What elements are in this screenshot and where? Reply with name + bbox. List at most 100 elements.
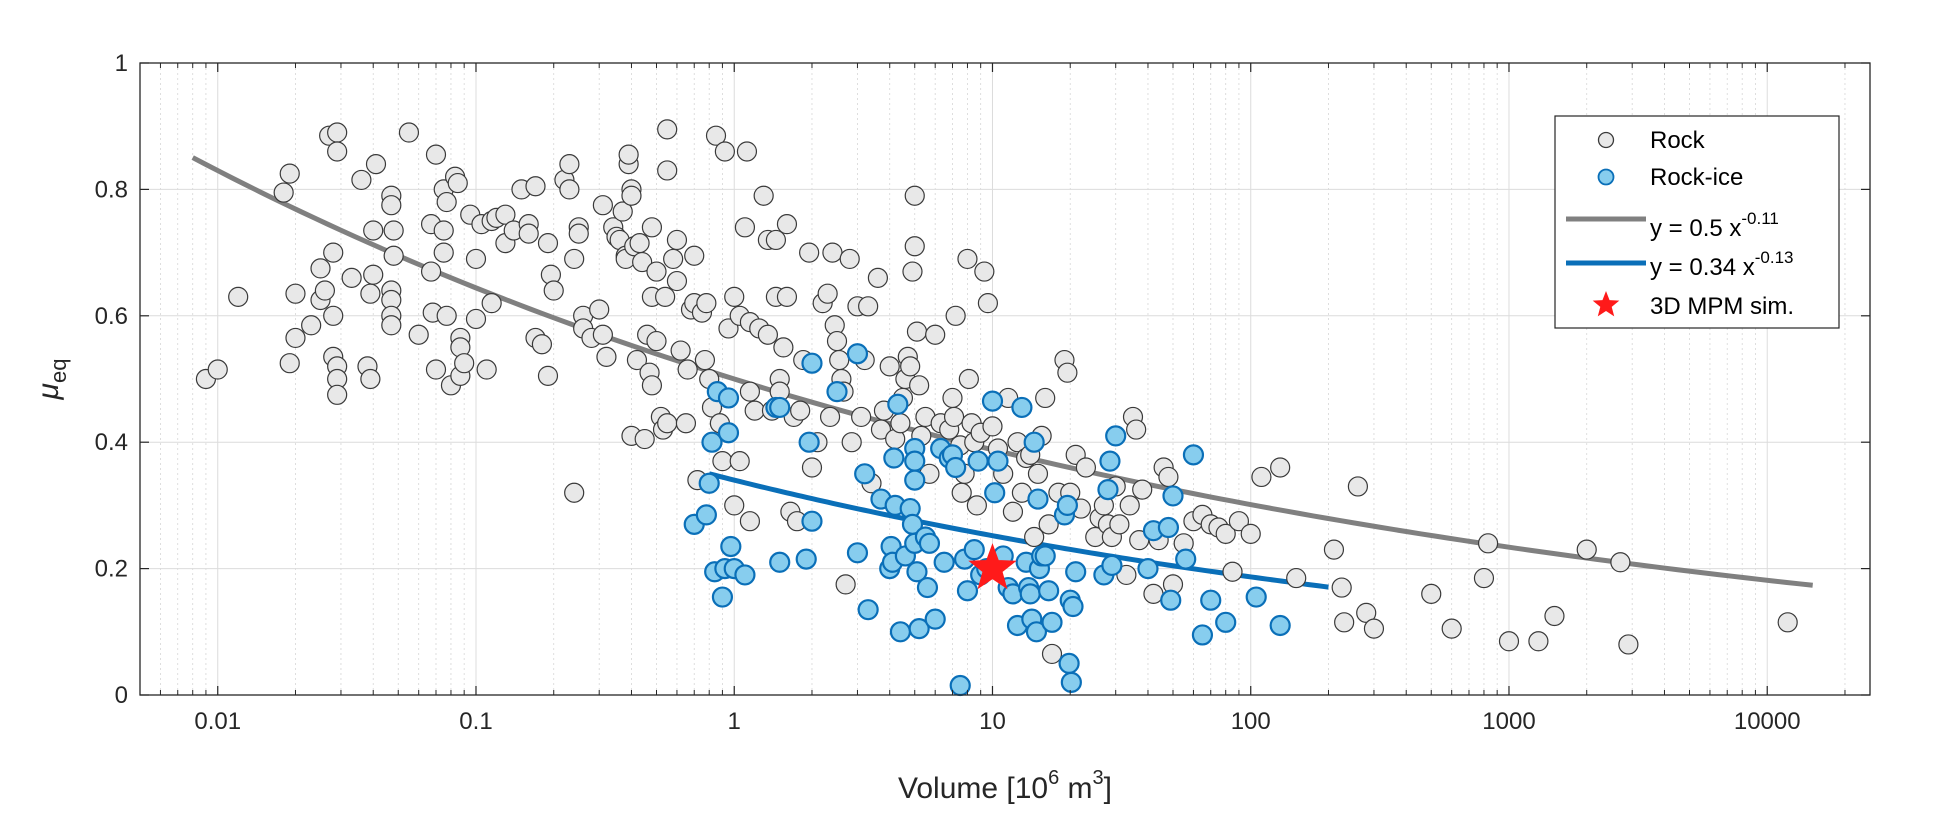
rock-point bbox=[436, 191, 457, 213]
rock-point bbox=[819, 406, 841, 428]
rock-point bbox=[621, 185, 642, 206]
rock-point bbox=[360, 368, 381, 390]
x-axis-label-sup1: 6 bbox=[1048, 767, 1059, 789]
rock-point bbox=[1441, 618, 1462, 639]
rock-point bbox=[957, 248, 978, 270]
rock-ice-markers bbox=[683, 343, 1291, 697]
rock-point bbox=[568, 223, 589, 244]
rock-ice-point bbox=[933, 551, 955, 573]
rock-ice-point bbox=[846, 542, 869, 564]
rock-point bbox=[724, 286, 745, 307]
rock-point bbox=[279, 353, 300, 374]
rock-point bbox=[817, 283, 838, 304]
rock-point bbox=[1035, 387, 1056, 409]
rock-point bbox=[559, 154, 580, 175]
rock-point bbox=[1618, 634, 1639, 655]
rock-point bbox=[925, 324, 946, 345]
rock-point bbox=[1057, 362, 1078, 383]
rock-point bbox=[655, 286, 676, 307]
rock-point bbox=[1610, 552, 1631, 573]
rock-point bbox=[279, 163, 300, 184]
y-tick-label: 0.4 bbox=[95, 429, 128, 456]
rock-point bbox=[323, 305, 344, 326]
rock-point bbox=[454, 353, 475, 374]
rock-point bbox=[363, 264, 384, 285]
rock-point bbox=[657, 413, 678, 434]
rock-point bbox=[902, 261, 923, 282]
legend-rock-ice-marker bbox=[1597, 168, 1615, 186]
rock-point bbox=[966, 495, 987, 516]
simulation-star-marker bbox=[968, 543, 1017, 590]
rock-point bbox=[341, 267, 362, 288]
x-axis-label-sup2: 3 bbox=[1093, 767, 1104, 789]
rock-ice-point bbox=[987, 450, 1009, 472]
rock-ice-point bbox=[1056, 494, 1078, 516]
rock-point bbox=[858, 296, 879, 317]
rock-point bbox=[285, 327, 306, 349]
rock-point bbox=[564, 482, 585, 503]
legend-rock-ice-fit-base: y = 0.34 x bbox=[1650, 254, 1755, 281]
rock-point bbox=[1544, 605, 1565, 627]
rock-point bbox=[465, 308, 487, 330]
rock-point bbox=[1251, 466, 1272, 488]
rock-ice-point bbox=[889, 621, 912, 643]
rock-point bbox=[909, 375, 930, 396]
rock-ice-point bbox=[945, 456, 967, 479]
rock-point bbox=[776, 286, 798, 307]
x-axis-label-mid: m bbox=[1059, 772, 1092, 805]
rock-point bbox=[381, 315, 402, 336]
rock-point bbox=[381, 195, 402, 216]
rock-ice-point bbox=[1060, 671, 1082, 693]
rock-ice-point bbox=[1034, 545, 1056, 567]
legend-simulation-label: 3D MPM sim. bbox=[1650, 293, 1794, 320]
rock-point bbox=[851, 406, 872, 428]
rock-point bbox=[327, 122, 348, 143]
rock-point bbox=[1228, 511, 1250, 532]
rock-point bbox=[790, 400, 811, 421]
x-tick-label: 10 bbox=[979, 708, 1006, 735]
rock-point bbox=[618, 144, 639, 165]
rock-ice-point bbox=[846, 343, 869, 365]
rock-point bbox=[943, 406, 965, 428]
rock-ice-point bbox=[1027, 488, 1049, 510]
rock-ice-point bbox=[1025, 621, 1048, 643]
rock-point bbox=[724, 495, 745, 516]
rock-point bbox=[420, 261, 442, 282]
rock-point bbox=[696, 293, 717, 314]
legend-rock-label: Rock bbox=[1650, 127, 1706, 154]
rock-ice-point bbox=[717, 387, 740, 409]
rock-point bbox=[525, 176, 546, 197]
rock-ice-point bbox=[1097, 479, 1119, 501]
rock-point bbox=[1075, 457, 1097, 478]
rock-point bbox=[564, 248, 585, 270]
rock-point bbox=[1038, 514, 1059, 535]
rock-point bbox=[739, 511, 761, 532]
rock-point bbox=[977, 293, 999, 314]
x-axis-label: Volume [106 m3] bbox=[898, 767, 1112, 805]
rock-point bbox=[612, 201, 633, 222]
rock-point bbox=[1421, 583, 1442, 604]
rock-point bbox=[543, 280, 564, 301]
rock-ice-point bbox=[1065, 561, 1087, 583]
rock-ice-point bbox=[826, 381, 848, 403]
rock-point bbox=[657, 160, 678, 181]
rock-point bbox=[398, 122, 420, 143]
rock-ice-point bbox=[1157, 516, 1180, 539]
rock-point bbox=[273, 182, 294, 203]
rock-point bbox=[1240, 523, 1261, 544]
rock-point bbox=[1286, 567, 1307, 589]
rock-ice-point bbox=[883, 447, 905, 469]
x-tick-label: 1 bbox=[728, 708, 741, 735]
rock-point bbox=[1109, 514, 1130, 535]
rock-point bbox=[734, 217, 756, 238]
rock-markers bbox=[195, 119, 1798, 665]
rock-point bbox=[657, 119, 678, 140]
rock-point bbox=[383, 220, 404, 241]
rock-point bbox=[982, 416, 1003, 437]
legend-rock-marker bbox=[1597, 131, 1615, 149]
rock-point bbox=[495, 204, 516, 225]
rock-point bbox=[666, 270, 688, 292]
rock-point bbox=[1363, 618, 1385, 639]
rock-point bbox=[677, 359, 698, 380]
rock-ice-point bbox=[1105, 425, 1127, 447]
